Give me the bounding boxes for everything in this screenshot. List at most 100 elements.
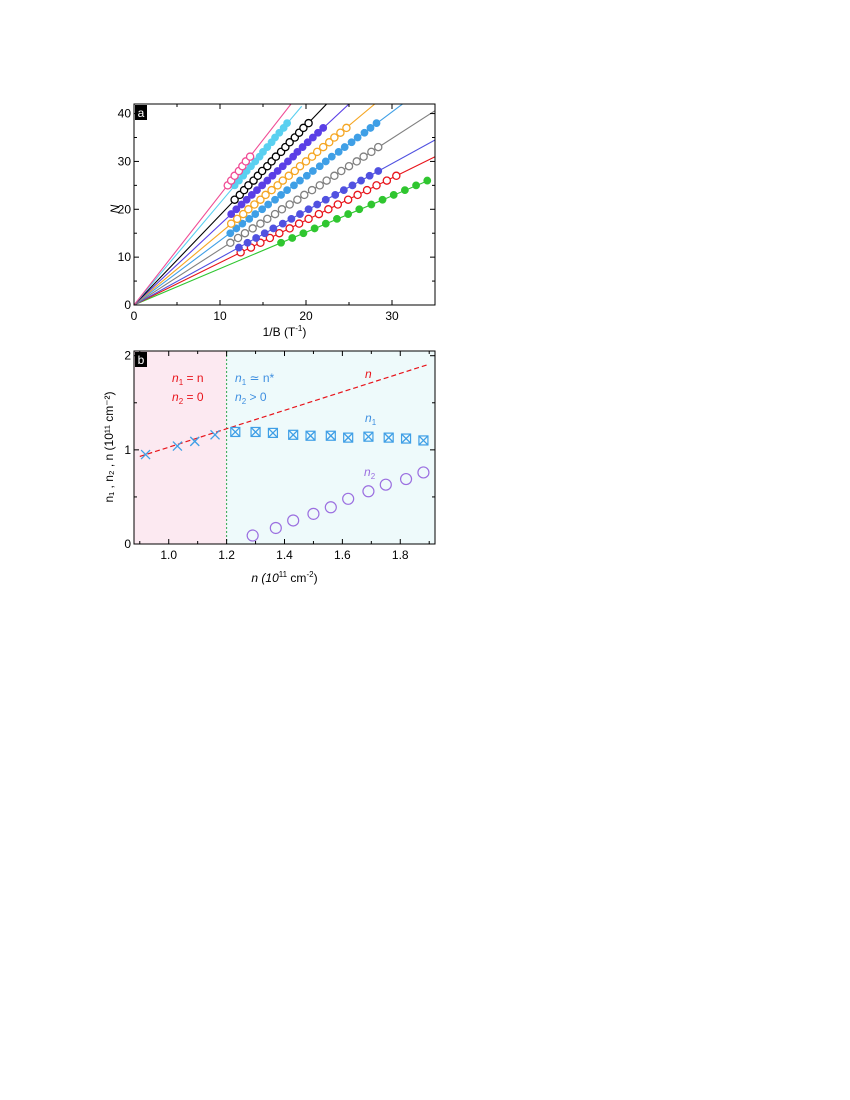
data-point: [392, 171, 401, 181]
data-point: [365, 171, 374, 180]
panel-label-b: b: [138, 353, 145, 367]
data-point: [293, 147, 302, 156]
lbl-n2-a: n: [364, 465, 371, 479]
data-point: [372, 119, 381, 128]
data-point: [301, 157, 311, 166]
ann-l2-sub: 2: [179, 397, 184, 406]
data-point: [264, 200, 273, 209]
data-point: [336, 128, 345, 137]
data-point: [400, 186, 409, 195]
data-point: [304, 214, 313, 224]
data-point: [269, 224, 278, 233]
data-point: [278, 219, 287, 228]
annotation-n1-approx-nstar: n1 ≃ n*: [235, 371, 275, 387]
data-point: [302, 171, 311, 180]
data-point: [382, 176, 392, 185]
data-point: [321, 219, 330, 228]
n1-marker: [383, 432, 394, 443]
data-points: [223, 118, 432, 257]
data-point: [284, 157, 292, 166]
x-axis-label-b-unit: cm: [287, 571, 306, 585]
data-point: [283, 186, 291, 195]
label-n2-series: n2: [364, 465, 376, 481]
data-point: [283, 119, 291, 128]
annotation-n1-equals-n: n1 = n: [172, 371, 204, 387]
ann-l1-a: n: [172, 371, 179, 385]
data-point: [304, 205, 313, 214]
data-point: [353, 190, 362, 200]
data-point: [230, 195, 239, 204]
data-point: [250, 200, 259, 209]
data-point: [263, 176, 272, 185]
panel-a: 0 10 20 30 0 10 20 30 40 a N 1/B (T-1): [108, 103, 436, 339]
data-point: [366, 124, 375, 132]
data-point: [312, 147, 322, 157]
data-point: [318, 142, 328, 152]
data-point: [226, 219, 236, 228]
panel-label-a: a: [138, 106, 145, 120]
fit-line-9: [134, 104, 292, 305]
y-tick-label-a: 40: [118, 107, 132, 121]
y-tick-label-a: 30: [118, 154, 132, 168]
data-point: [331, 191, 340, 199]
data-point: [226, 238, 235, 248]
data-point: [304, 118, 313, 128]
data-point: [263, 214, 272, 224]
n2-marker: [269, 521, 282, 535]
n2-marker: [324, 501, 337, 514]
x-axis-label-b-sup: 11: [279, 570, 288, 579]
x-axis-label-a-close: ): [302, 325, 306, 339]
data-point: [330, 133, 339, 142]
panel-label-box-b: [135, 352, 147, 367]
ann-l2-b: = 0: [183, 390, 204, 404]
data-point: [258, 205, 267, 214]
data-point: [247, 191, 256, 199]
data-point: [367, 200, 376, 209]
data-point: [353, 133, 362, 142]
regions: [134, 351, 435, 544]
x-tick-label-a: 0: [131, 309, 138, 323]
data-point: [237, 200, 246, 209]
axis-ticks-b: 1.0 1.2 1.4 1.6 1.8 0 1 2: [124, 349, 435, 562]
data-point: [252, 234, 261, 242]
data-point: [324, 205, 333, 214]
data-point: [337, 166, 346, 176]
data-point: [374, 167, 383, 175]
data-point: [307, 185, 317, 195]
n2-marker: [342, 492, 355, 505]
data-point: [277, 238, 285, 247]
data-point: [352, 157, 361, 166]
n1-marker: [267, 427, 279, 439]
x-axis-label-b: n (1011 cm-2): [251, 570, 317, 585]
data-point: [321, 157, 330, 166]
data-point: [268, 171, 277, 180]
data-point: [290, 166, 300, 176]
data-point: [308, 167, 317, 175]
data-point: [340, 143, 349, 151]
n2-marker: [307, 507, 320, 520]
x-axis-label-b-sup2: -2: [306, 570, 314, 579]
n2-marker: [287, 514, 300, 527]
data-point: [327, 152, 336, 161]
x-tick-label-b: 1.0: [160, 548, 177, 562]
n2-marker: [246, 529, 259, 542]
data-point: [412, 181, 420, 190]
n1-marker: [363, 431, 374, 442]
data-point: [227, 210, 236, 218]
data-point: [333, 214, 341, 223]
data-point: [293, 195, 302, 204]
data-point: [244, 181, 253, 190]
x-tick-label-b: 1.6: [334, 548, 351, 562]
data-point: [344, 210, 353, 218]
data-point: [235, 243, 243, 252]
data-point: [260, 229, 269, 238]
data-point: [277, 191, 285, 199]
data-point: [240, 228, 250, 238]
data-point: [238, 209, 248, 219]
n1-marker: [230, 426, 241, 438]
data-point: [296, 210, 304, 218]
data-point: [373, 142, 383, 152]
data-point: [257, 166, 267, 176]
x-axis-label-b-close: ): [314, 571, 318, 585]
